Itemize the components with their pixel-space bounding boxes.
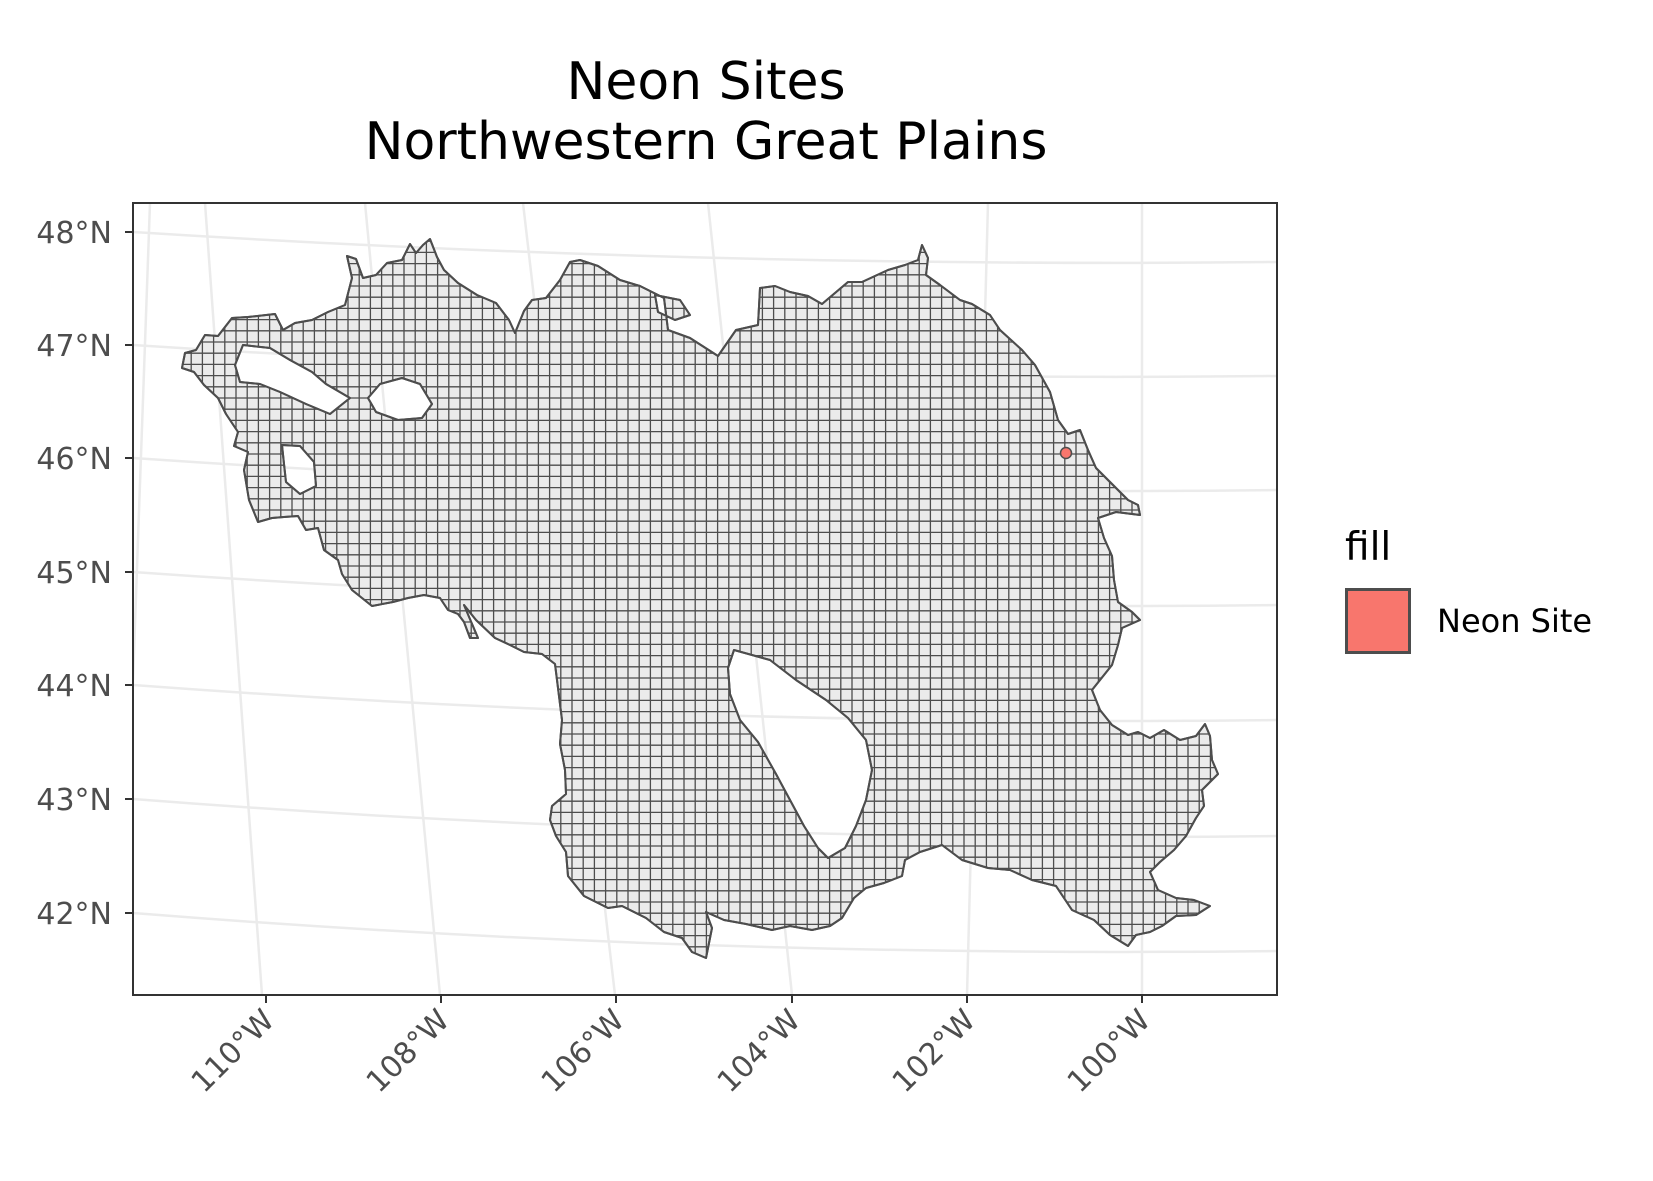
- ecoregion-outline: [181, 238, 1219, 959]
- legend-item-neon-site: Neon Site: [1345, 588, 1592, 654]
- plot-panel-border: [132, 202, 1278, 996]
- y-tick-label: 42°N: [36, 897, 112, 932]
- x-axis: 110°W 108°W 106°W 104°W 102°W 100°W: [185, 995, 1158, 1100]
- graticule-lon-112: [133, 203, 152, 681]
- legend: fill Neon Site: [1345, 525, 1592, 654]
- y-tick-label: 45°N: [36, 556, 112, 591]
- title-line-2: Northwestern Great Plains: [364, 112, 1048, 172]
- x-tick-label: 104°W: [711, 1003, 808, 1100]
- x-tick-label: 102°W: [886, 1003, 983, 1100]
- x-tick-label: 100°W: [1061, 1003, 1158, 1100]
- y-axis: 48°N 47°N 46°N 45°N 44°N 43°N 42°N: [36, 216, 133, 932]
- map-title: Neon Sites Northwestern Great Plains: [0, 52, 1412, 172]
- graticule-lat-48: [133, 230, 1277, 265]
- legend-key-swatch: [1345, 588, 1411, 654]
- y-tick-label: 44°N: [36, 669, 112, 704]
- title-line-1: Neon Sites: [566, 52, 846, 112]
- x-tick-label: 110°W: [185, 1003, 282, 1100]
- y-tick-label: 43°N: [36, 783, 112, 818]
- x-tick-label: 106°W: [535, 1003, 632, 1100]
- y-tick-label: 46°N: [36, 442, 112, 477]
- y-tick-label: 47°N: [36, 329, 112, 364]
- x-tick-label: 108°W: [360, 1003, 457, 1100]
- legend-title: fill: [1345, 525, 1392, 570]
- y-tick-label: 48°N: [36, 216, 112, 251]
- neon-site-marker[interactable]: [1059, 446, 1073, 460]
- legend-label: Neon Site: [1437, 602, 1593, 640]
